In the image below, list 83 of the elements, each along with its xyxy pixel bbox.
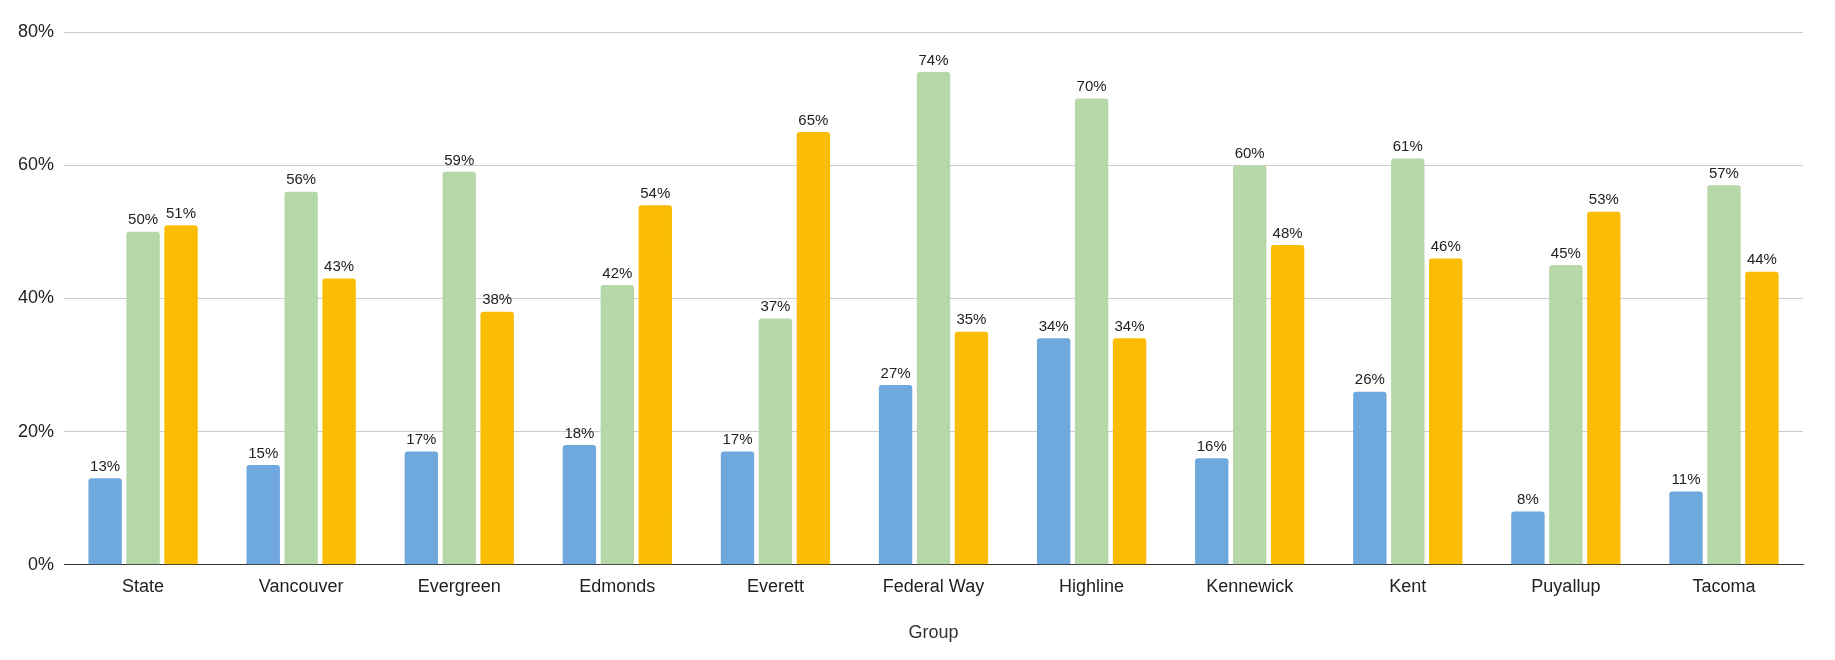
y-tick-label: 40% (18, 287, 55, 308)
x-tick-label: Evergreen (417, 575, 501, 596)
data-label: 74% (918, 50, 949, 68)
data-label: 17% (722, 430, 753, 448)
bar (164, 225, 198, 565)
bar (1074, 98, 1109, 565)
x-tick-label: Tacoma (1692, 575, 1757, 596)
bar (1669, 491, 1703, 565)
bar (404, 451, 438, 565)
data-label: 11% (1671, 470, 1701, 488)
y-tick-label: 60% (18, 154, 55, 175)
bar (1707, 185, 1741, 565)
data-label: 59% (444, 150, 475, 168)
data-label: 56% (286, 170, 317, 188)
data-label: 38% (482, 290, 513, 308)
data-label: 18% (564, 423, 595, 441)
data-label: 57% (1708, 163, 1739, 181)
bar (878, 384, 913, 565)
x-axis-title: Group (908, 622, 959, 643)
x-tick-label: Federal Way (882, 575, 985, 596)
bar (1511, 511, 1545, 565)
data-label: 53% (1588, 190, 1619, 208)
bar (126, 231, 160, 565)
data-label: 45% (1550, 243, 1581, 261)
x-tick-label: Kennewick (1206, 575, 1295, 596)
bar (796, 131, 831, 565)
bar (1391, 158, 1425, 565)
data-label: 37% (760, 297, 791, 315)
bar (1353, 391, 1387, 565)
bar (1233, 165, 1267, 565)
bar (246, 464, 280, 565)
bar (322, 278, 356, 565)
data-label: 13% (90, 456, 121, 474)
data-label: 51% (166, 203, 197, 221)
x-tick-label: Everett (746, 575, 804, 596)
bar (1429, 258, 1463, 565)
data-label: 26% (1354, 370, 1385, 388)
y-tick-label: 20% (18, 420, 55, 441)
bar (916, 71, 951, 565)
data-label: 70% (1076, 77, 1107, 95)
data-label: 16% (1196, 436, 1227, 454)
bar (1587, 211, 1621, 565)
bar (1036, 338, 1071, 565)
data-label: 8% (1517, 490, 1539, 508)
data-label: 65% (798, 110, 829, 128)
bar (1549, 265, 1583, 565)
bar (1270, 245, 1305, 565)
data-label: 61% (1392, 137, 1423, 155)
data-label: 42% (602, 263, 633, 281)
data-label: 48% (1272, 223, 1303, 241)
bar (562, 444, 597, 565)
data-label: 15% (248, 443, 279, 461)
data-label: 34% (1114, 317, 1145, 334)
y-tick-label: 0% (28, 553, 55, 574)
bar (638, 205, 672, 565)
data-label: 46% (1430, 237, 1461, 255)
bar (1112, 338, 1147, 565)
data-label: 43% (324, 257, 355, 275)
data-label: 44% (1746, 250, 1777, 268)
data-label: 35% (956, 310, 987, 328)
data-label: 17% (406, 430, 437, 448)
data-label: 34% (1038, 317, 1069, 334)
bar (954, 331, 989, 565)
data-label: 60% (1234, 143, 1265, 161)
bar (442, 171, 476, 565)
bar (758, 318, 793, 565)
data-label: 54% (640, 183, 671, 201)
bar (1195, 458, 1229, 565)
x-tick-label: Puyallup (1531, 575, 1601, 596)
bar (720, 451, 755, 565)
bar (88, 478, 122, 565)
data-label: 27% (880, 363, 911, 381)
bar (1745, 271, 1779, 565)
y-tick-label: 80% (18, 20, 55, 41)
x-tick-label: Kent (1389, 575, 1427, 596)
x-tick-label: State (122, 575, 165, 596)
x-tick-label: Edmonds (579, 575, 656, 596)
bar (284, 191, 318, 565)
x-tick-label: Vancouver (258, 575, 344, 596)
data-label: 50% (128, 210, 159, 228)
x-tick-label: Highline (1059, 575, 1125, 596)
bar (600, 285, 635, 565)
bar (480, 311, 514, 565)
